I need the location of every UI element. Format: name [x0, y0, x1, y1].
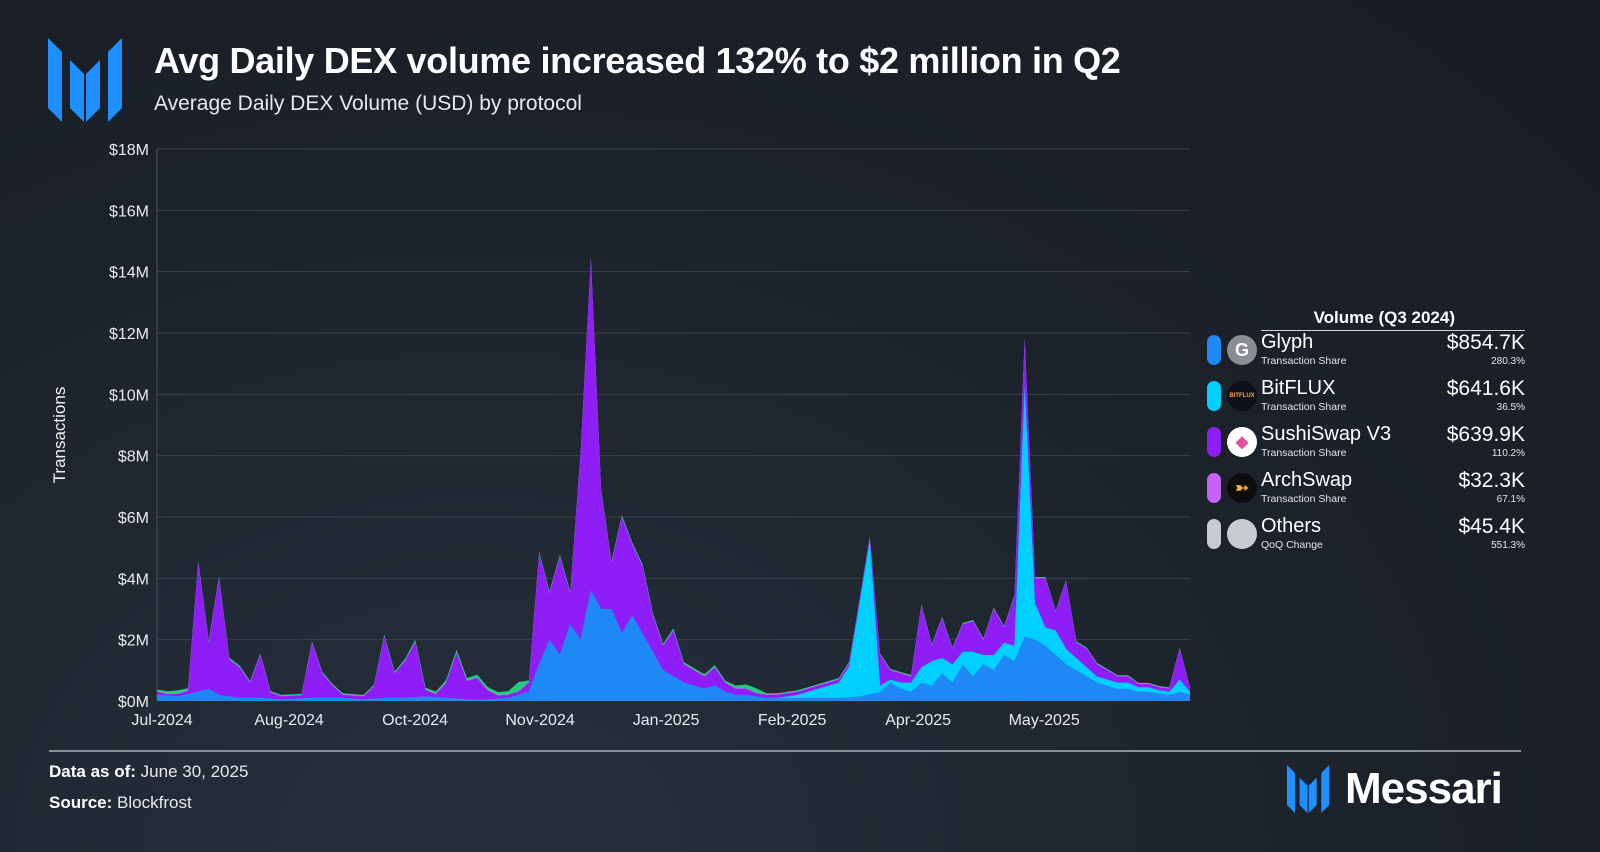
legend-protocol-name: Glyph — [1261, 331, 1314, 353]
chart: $0M $2M $4M $6M $8M $10M $12M $14M $16M $18M Jul-2… — [109, 142, 1190, 729]
data-as-of: Data as of: June 30, 2025 — [49, 762, 248, 782]
x-tick-label: Feb-2025 — [758, 712, 827, 729]
legend-change-value: 280.3% — [1491, 356, 1525, 367]
source-value: Blockfrost — [117, 793, 192, 812]
y-tick-label: $6M — [118, 510, 149, 527]
x-tick-label: Apr-2025 — [885, 712, 951, 729]
y-tick-label: $0M — [118, 694, 149, 711]
legend-metric-label: Transaction Share — [1261, 493, 1347, 505]
brand: Messari — [1287, 764, 1503, 814]
y-tick-label: $18M — [109, 142, 149, 159]
legend-item: Others QoQ Change $45.4K 551.3% — [1205, 515, 1525, 561]
y-tick-label: $16M — [109, 203, 149, 220]
data-as-of-value: June 30, 2025 — [140, 762, 249, 781]
glyph-logo-icon: G — [1227, 335, 1257, 365]
legend-volume-value: $854.7K — [1446, 331, 1525, 354]
legend-volume-value: $45.4K — [1458, 515, 1525, 538]
messari-brand-icon — [1287, 765, 1330, 813]
y-tick-label: $2M — [118, 633, 149, 650]
legend-protocol-name: ArchSwap — [1261, 469, 1353, 491]
source: Source: Blockfrost — [49, 793, 192, 813]
x-tick-label: Aug-2024 — [254, 712, 323, 729]
legend-metric-label: Transaction Share — [1261, 355, 1347, 367]
area-sushiswap-v3 — [157, 259, 1190, 701]
area-glyph — [157, 590, 1190, 701]
y-tick-label: $10M — [109, 387, 149, 404]
x-tick-label: Jul-2024 — [131, 712, 192, 729]
legend-swatch — [1207, 427, 1221, 457]
legend-volume-value: $641.6K — [1446, 377, 1525, 400]
legend-item: ◆ SushiSwap V3 Transaction Share $639.9K 110… — [1205, 423, 1525, 469]
brand-name: Messari — [1345, 764, 1503, 813]
legend-metric-label: Transaction Share — [1261, 401, 1347, 413]
legend-metric-label: QoQ Change — [1261, 539, 1323, 551]
sushiswap-logo-icon: ◆ — [1227, 427, 1257, 457]
footer-divider — [49, 750, 1521, 752]
legend-metric-label: Transaction Share — [1261, 447, 1347, 459]
legend-item: G Glyph Transaction Share $854.7K 280.3% — [1205, 331, 1525, 377]
legend-swatch — [1207, 519, 1221, 549]
chart-subtitle: Average Daily DEX Volume (USD) by protoc… — [154, 92, 582, 115]
legend-header: Volume (Q3 2024) — [1261, 308, 1525, 331]
y-tick-label: $8M — [118, 449, 149, 466]
chart-title: Avg Daily DEX volume increased 132% to $… — [154, 40, 1121, 81]
legend-protocol-name: Others — [1261, 515, 1322, 537]
x-tick-label: Jan-2025 — [633, 712, 700, 729]
legend-item: BITFLUX BitFLUX Transaction Share $641.6K 36… — [1205, 377, 1525, 423]
others-icon — [1227, 519, 1257, 549]
x-tick-label: Nov-2024 — [505, 712, 574, 729]
x-tick-label: May-2025 — [1009, 712, 1080, 729]
legend: Volume (Q3 2024) G Glyph Transaction Share… — [1205, 308, 1525, 561]
legend-swatch — [1207, 473, 1221, 503]
y-tick-label: $12M — [109, 326, 149, 343]
legend-change-value: 36.5% — [1496, 402, 1525, 413]
archswap-logo-icon: ➳ — [1227, 473, 1257, 503]
area-bitflux — [157, 385, 1190, 701]
legend-change-value: 67.1% — [1496, 494, 1525, 505]
legend-swatch — [1207, 381, 1221, 411]
legend-item: ➳ ArchSwap Transaction Share $32.3K 67.1% — [1205, 469, 1525, 515]
messari-logo-icon — [48, 38, 122, 122]
legend-protocol-name: BitFLUX — [1261, 377, 1336, 399]
legend-volume-value: $639.9K — [1446, 423, 1525, 446]
x-tick-label: Oct-2024 — [382, 712, 448, 729]
legend-protocol-name: SushiSwap V3 — [1261, 423, 1392, 445]
y-tick-label: $14M — [109, 265, 149, 282]
legend-volume-value: $32.3K — [1458, 469, 1525, 492]
legend-change-value: 551.3% — [1491, 540, 1525, 551]
legend-swatch — [1207, 335, 1221, 365]
legend-change-value: 110.2% — [1491, 448, 1525, 459]
y-tick-label: $4M — [118, 571, 149, 588]
data-as-of-label: Data as of: — [49, 762, 136, 781]
source-label: Source: — [49, 793, 113, 812]
bitflux-logo-icon: BITFLUX — [1227, 381, 1257, 411]
